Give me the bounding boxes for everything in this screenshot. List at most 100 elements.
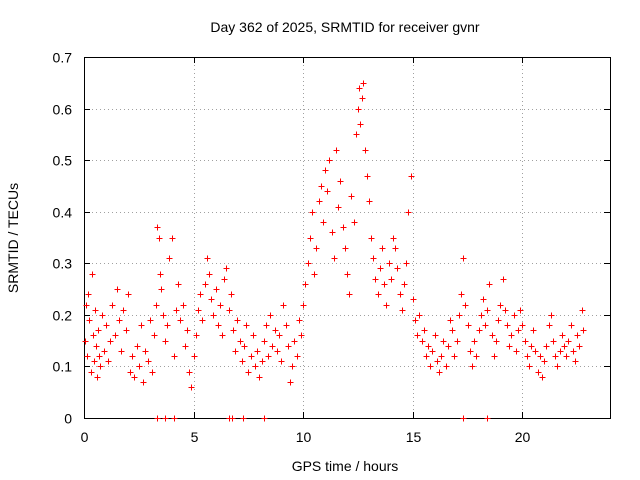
data-point — [147, 317, 154, 324]
data-point — [302, 281, 309, 288]
data-point — [180, 302, 187, 309]
data-point — [360, 80, 367, 87]
data-point — [186, 369, 193, 376]
data-point — [467, 348, 474, 355]
axis-ticks — [84, 57, 610, 419]
data-point — [329, 229, 336, 236]
data-point — [580, 327, 587, 334]
data-point — [438, 353, 445, 360]
data-point — [559, 332, 566, 339]
data-point — [291, 338, 298, 345]
data-point — [208, 296, 215, 303]
data-point — [568, 322, 575, 329]
data-point — [408, 173, 415, 180]
data-point — [274, 348, 281, 355]
data-point — [342, 245, 349, 252]
data-point — [318, 183, 325, 190]
data-point — [311, 271, 318, 278]
data-point — [405, 209, 412, 216]
data-point — [272, 327, 279, 334]
data-point — [337, 178, 344, 185]
data-point — [379, 245, 386, 252]
data-point — [412, 317, 419, 324]
data-point — [120, 307, 127, 314]
data-point — [234, 317, 241, 324]
data-point — [313, 245, 320, 252]
data-point — [116, 317, 123, 324]
data-point — [88, 369, 95, 376]
data-point — [351, 219, 358, 226]
data-point — [511, 312, 518, 319]
data-point — [458, 291, 465, 298]
data-point — [210, 312, 217, 319]
data-point — [93, 343, 100, 350]
data-point — [427, 363, 434, 370]
data-point — [219, 332, 226, 339]
data-point — [199, 317, 206, 324]
data-point — [322, 167, 329, 174]
data-point — [372, 276, 379, 283]
data-point — [305, 260, 312, 267]
data-point — [513, 348, 520, 355]
data-point — [473, 353, 480, 360]
data-point — [193, 332, 200, 339]
data-point — [173, 307, 180, 314]
data-point — [432, 332, 439, 339]
data-point — [153, 302, 160, 309]
data-point — [125, 291, 132, 298]
data-point — [307, 235, 314, 242]
data-point — [149, 369, 156, 376]
data-point — [528, 343, 535, 350]
data-point — [517, 307, 524, 314]
data-point — [95, 327, 102, 334]
data-point — [91, 358, 98, 365]
data-point — [237, 338, 244, 345]
data-point — [134, 343, 141, 350]
data-point — [229, 415, 236, 422]
data-point — [240, 415, 247, 422]
data-point — [524, 353, 531, 360]
data-point — [340, 224, 347, 231]
data-point — [440, 338, 447, 345]
x-tick-label: 20 — [515, 429, 531, 445]
data-point — [403, 260, 410, 267]
data-point — [154, 224, 161, 231]
data-point — [333, 147, 340, 154]
data-point — [561, 343, 568, 350]
data-point — [383, 302, 390, 309]
data-point — [399, 307, 406, 314]
data-point — [471, 338, 478, 345]
data-point — [335, 204, 342, 211]
data-points — [82, 80, 587, 422]
data-point — [140, 379, 147, 386]
data-point — [522, 338, 529, 345]
data-point — [182, 343, 189, 350]
data-point — [460, 255, 467, 262]
data-point — [184, 327, 191, 334]
data-point — [175, 281, 182, 288]
data-point — [497, 302, 504, 309]
data-point — [86, 317, 93, 324]
y-tick-label: 0.4 — [53, 205, 73, 221]
x-axis-tick-labels: 0 5 10 15 20 — [81, 429, 531, 445]
data-point — [162, 338, 169, 345]
x-tick-label: 10 — [296, 429, 312, 445]
data-point — [206, 271, 213, 278]
y-tick-label: 0.7 — [53, 50, 73, 66]
data-point — [254, 348, 261, 355]
data-point — [362, 147, 369, 154]
data-point — [469, 363, 476, 370]
data-point — [171, 353, 178, 360]
y-axis-label: SRMTID / TECUs — [5, 183, 21, 293]
data-point — [283, 322, 290, 329]
data-point — [123, 327, 130, 334]
data-point — [489, 332, 496, 339]
data-point — [541, 358, 548, 365]
data-point — [491, 353, 498, 360]
data-point — [410, 296, 417, 303]
data-point — [241, 343, 248, 350]
data-point — [309, 209, 316, 216]
data-point — [532, 348, 539, 355]
data-point — [476, 327, 483, 334]
